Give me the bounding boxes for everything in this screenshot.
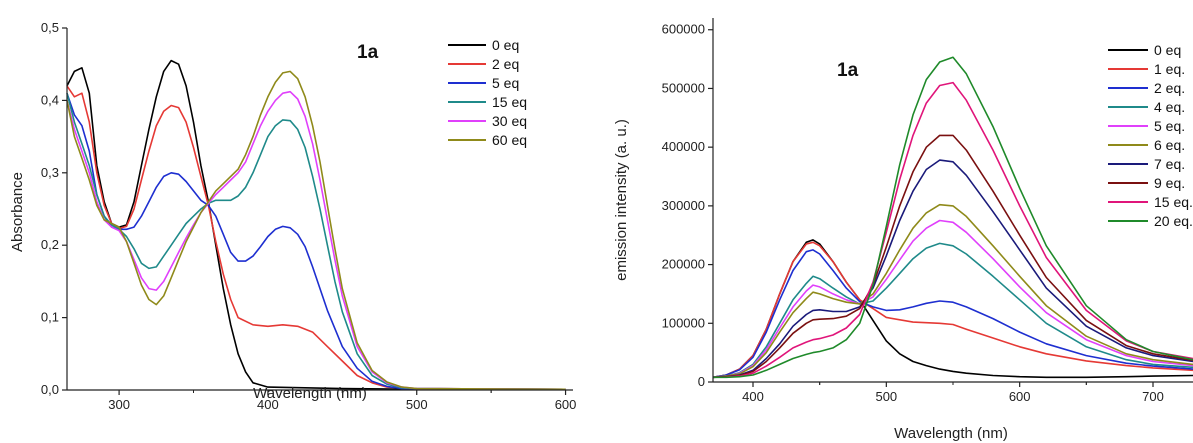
emission-legend-label: 15 eq. xyxy=(1154,194,1193,210)
absorbance-y-tick-label: 0,1 xyxy=(41,310,59,325)
emission-y-tick-label: 300000 xyxy=(662,198,705,213)
absorbance-series-line-5 xyxy=(66,70,566,391)
emission-series-line-0 xyxy=(712,239,1193,379)
emission-series-line-3 xyxy=(712,242,1193,379)
emission-y-tick-label: 100000 xyxy=(662,315,705,330)
emission-legend-label: 6 eq. xyxy=(1154,137,1185,153)
absorbance-series-line-3 xyxy=(66,93,566,391)
absorbance-legend-label: 60 eq xyxy=(492,132,527,148)
absorbance-legend: 0 eq 2 eq 5 eq 15 eq 30 eq 60 eq xyxy=(448,37,527,148)
absorbance-x-tick-label: 300 xyxy=(108,397,130,412)
absorbance-x-tick-label: 400 xyxy=(257,397,279,412)
absorbance-y-tick-label: 0,4 xyxy=(41,92,59,107)
absorbance-y-axis-title: Absorbance xyxy=(9,172,26,252)
absorbance-series-line-4 xyxy=(66,90,566,391)
emission-x-tick-label: 500 xyxy=(875,389,897,404)
absorbance-x-tick-label: 600 xyxy=(555,397,577,412)
emission-legend-label: 5 eq. xyxy=(1154,118,1185,134)
emission-legend: 0 eq 1 eq. 2 eq. 4 eq. 5 eq. 6 eq. 7 eq. 9 eq. 1… xyxy=(1108,42,1193,229)
absorbance-x-ticks: 300 400 500 600 xyxy=(108,390,576,412)
emission-series-line-1 xyxy=(712,241,1193,379)
emission-legend-label: 4 eq. xyxy=(1154,99,1185,115)
emission-y-ticks: 0 100000 200000 300000 400000 500000 600000 xyxy=(662,22,713,389)
emission-compound-tag: 1a xyxy=(837,60,859,81)
absorbance-legend-label: 5 eq xyxy=(492,75,519,91)
emission-series-line-7 xyxy=(712,134,1193,379)
absorbance-legend-label: 30 eq xyxy=(492,113,527,129)
absorbance-axes xyxy=(66,28,573,391)
emission-series-line-5 xyxy=(712,203,1193,379)
emission-legend-label: 20 eq. xyxy=(1154,213,1193,229)
emission-series-line-6 xyxy=(712,159,1193,379)
emission-y-tick-label: 600000 xyxy=(662,22,705,37)
emission-y-tick-label: 400000 xyxy=(662,139,705,154)
emission-legend-label: 1 eq. xyxy=(1154,61,1185,77)
emission-series-line-4 xyxy=(712,219,1193,379)
absorbance-legend-label: 15 eq xyxy=(492,94,527,110)
emission-x-ticks: 400 500 600 700 xyxy=(742,382,1164,404)
absorbance-y-tick-label: 0,0 xyxy=(41,382,59,397)
emission-y-tick-label: 500000 xyxy=(662,80,705,95)
absorbance-y-tick-label: 0,3 xyxy=(41,165,59,180)
emission-y-tick-label: 0 xyxy=(698,374,705,389)
absorbance-series-line-2 xyxy=(66,92,566,391)
absorbance-x-tick-label: 500 xyxy=(406,397,428,412)
absorbance-series-group xyxy=(66,59,566,391)
emission-x-axis-title: Wavelength (nm) xyxy=(894,425,1008,442)
emission-series-line-2 xyxy=(712,249,1193,379)
absorbance-series-line-0 xyxy=(66,59,566,391)
emission-x-tick-label: 700 xyxy=(1142,389,1164,404)
emission-axes xyxy=(712,18,1193,383)
emission-legend-label: 9 eq. xyxy=(1154,175,1185,191)
emission-x-tick-label: 600 xyxy=(1009,389,1031,404)
absorbance-chart: 300 400 500 600 0,0 0,1 0,2 0,3 0,4 0,5 Waveleng… xyxy=(9,20,576,412)
emission-legend-label: 2 eq. xyxy=(1154,80,1185,96)
emission-legend-label: 7 eq. xyxy=(1154,156,1185,172)
absorbance-y-tick-label: 0,2 xyxy=(41,237,59,252)
emission-x-tick-label: 400 xyxy=(742,389,764,404)
emission-series-line-9 xyxy=(713,56,1193,379)
emission-legend-label: 0 eq xyxy=(1154,42,1181,58)
absorbance-x-axis-title: Wavelength (nm) xyxy=(253,385,367,402)
absorbance-legend-label: 2 eq xyxy=(492,56,519,72)
absorbance-legend-label: 0 eq xyxy=(492,37,519,53)
absorbance-series-line-1 xyxy=(66,85,566,391)
emission-y-axis-title: emission intensity (a. u.) xyxy=(613,119,630,281)
emission-chart: 400 500 600 700 0 100000 200000 300000 400000 50… xyxy=(613,18,1193,442)
absorbance-y-tick-label: 0,5 xyxy=(41,20,59,35)
emission-series-group xyxy=(712,56,1193,379)
emission-y-tick-label: 200000 xyxy=(662,257,705,272)
absorbance-compound-tag: 1a xyxy=(357,42,379,63)
absorbance-y-ticks: 0,0 0,1 0,2 0,3 0,4 0,5 xyxy=(41,20,67,397)
